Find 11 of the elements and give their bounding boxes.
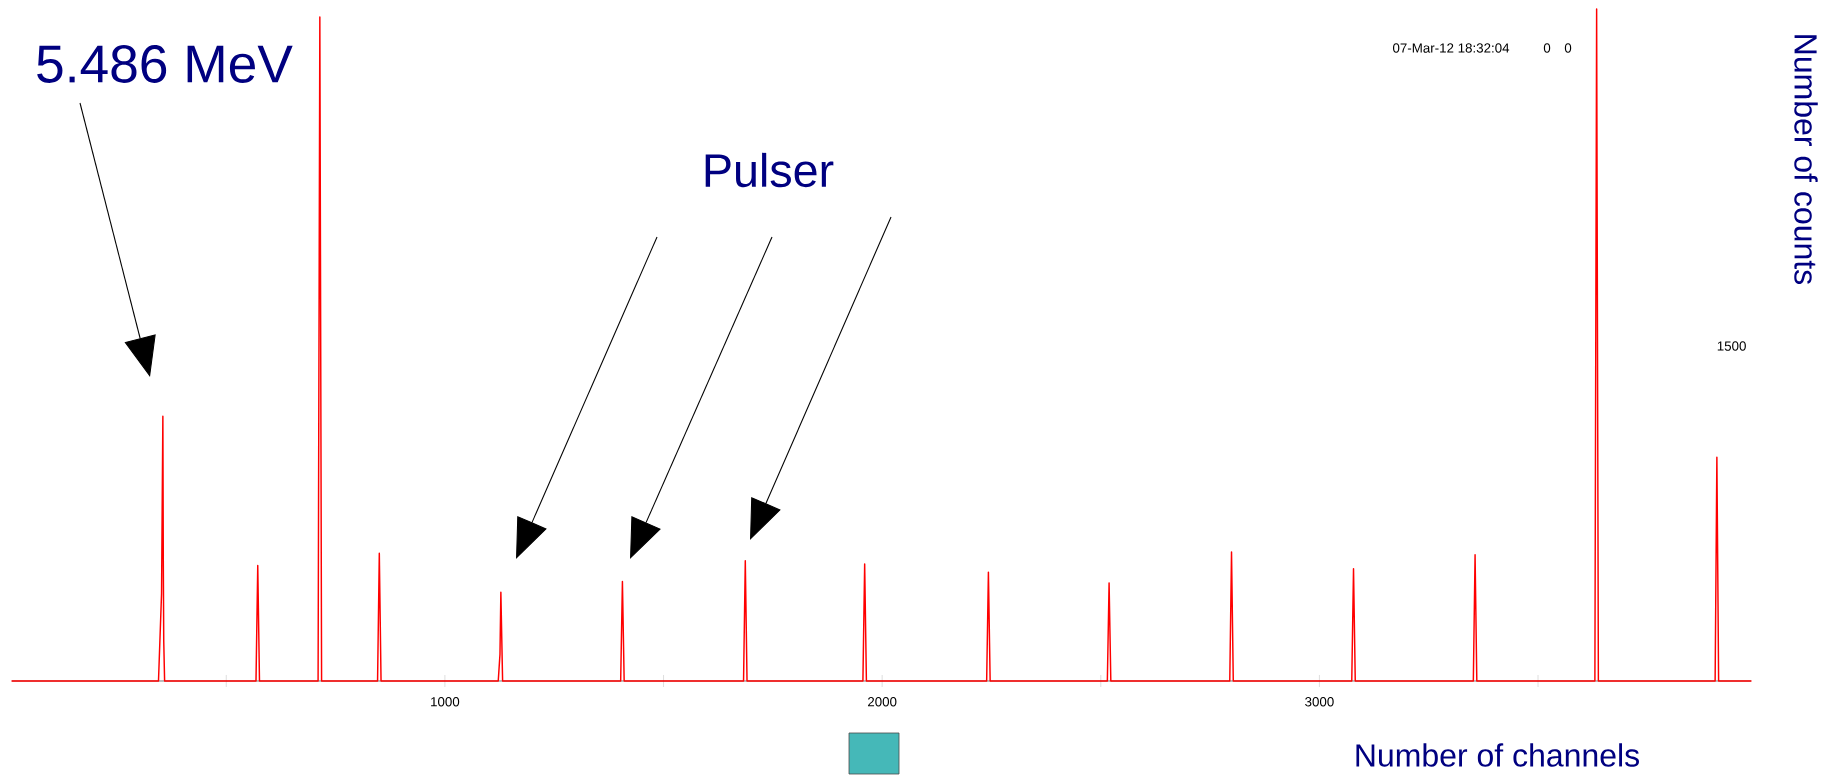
x-tick-label: 1000 <box>431 697 460 707</box>
x-tick-label: 3000 <box>1305 697 1334 707</box>
annotation: 0 <box>1564 43 1572 53</box>
annotation: 07-Mar-12 18:32:04 <box>1392 43 1510 53</box>
y-axis-title: Number of counts <box>1794 35 1818 285</box>
x-tick-label: 2000 <box>867 697 897 707</box>
annotation: 5.486 MeV <box>37 45 293 83</box>
annotation: 0 <box>1543 43 1551 53</box>
x-axis-title: Number of channels <box>1356 743 1639 767</box>
annotation: 1500 <box>1717 341 1746 351</box>
annotation: Pulser <box>705 152 834 188</box>
